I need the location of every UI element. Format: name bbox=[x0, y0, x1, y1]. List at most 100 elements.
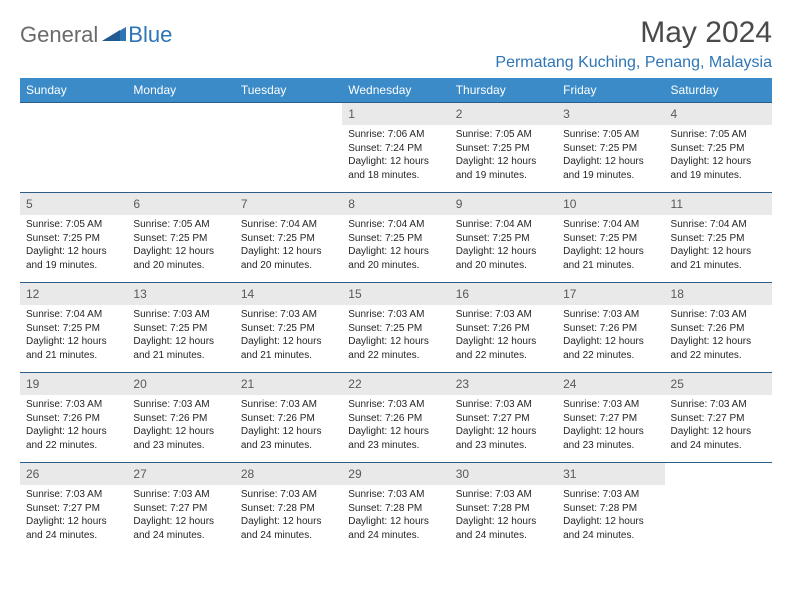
weekday-header: Monday bbox=[127, 78, 234, 103]
calendar-cell: 5Sunrise: 7:05 AMSunset: 7:25 PMDaylight… bbox=[20, 193, 127, 283]
calendar-cell: 7Sunrise: 7:04 AMSunset: 7:25 PMDaylight… bbox=[235, 193, 342, 283]
day-number: 8 bbox=[342, 193, 449, 215]
calendar-cell: 14Sunrise: 7:03 AMSunset: 7:25 PMDayligh… bbox=[235, 283, 342, 373]
daylight-line: Daylight: 12 hours and 24 minutes. bbox=[563, 515, 658, 542]
daylight-line: Daylight: 12 hours and 24 minutes. bbox=[133, 515, 228, 542]
calendar-cell: 28Sunrise: 7:03 AMSunset: 7:28 PMDayligh… bbox=[235, 463, 342, 553]
sunrise-line: Sunrise: 7:05 AM bbox=[456, 128, 551, 142]
sunrise-line: Sunrise: 7:03 AM bbox=[348, 488, 443, 502]
daylight-line: Daylight: 12 hours and 21 minutes. bbox=[26, 335, 121, 362]
sunset-line: Sunset: 7:26 PM bbox=[456, 322, 551, 336]
logo: General Blue bbox=[20, 16, 172, 48]
sunset-line: Sunset: 7:27 PM bbox=[456, 412, 551, 426]
daylight-line: Daylight: 12 hours and 19 minutes. bbox=[26, 245, 121, 272]
sunset-line: Sunset: 7:25 PM bbox=[456, 232, 551, 246]
day-number: 5 bbox=[20, 193, 127, 215]
sunrise-line: Sunrise: 7:03 AM bbox=[671, 398, 766, 412]
day-number: 29 bbox=[342, 463, 449, 485]
day-number: 22 bbox=[342, 373, 449, 395]
calendar-cell: 27Sunrise: 7:03 AMSunset: 7:27 PMDayligh… bbox=[127, 463, 234, 553]
sunrise-line: Sunrise: 7:05 AM bbox=[133, 218, 228, 232]
weekday-header: Wednesday bbox=[342, 78, 449, 103]
sunrise-line: Sunrise: 7:03 AM bbox=[241, 488, 336, 502]
weekday-header: Sunday bbox=[20, 78, 127, 103]
daylight-line: Daylight: 12 hours and 21 minutes. bbox=[241, 335, 336, 362]
sunset-line: Sunset: 7:25 PM bbox=[241, 322, 336, 336]
calendar-cell: . bbox=[20, 103, 127, 193]
calendar-cell: 26Sunrise: 7:03 AMSunset: 7:27 PMDayligh… bbox=[20, 463, 127, 553]
calendar-cell: 12Sunrise: 7:04 AMSunset: 7:25 PMDayligh… bbox=[20, 283, 127, 373]
daylight-line: Daylight: 12 hours and 21 minutes. bbox=[563, 245, 658, 272]
day-number: 17 bbox=[557, 283, 664, 305]
sunset-line: Sunset: 7:28 PM bbox=[348, 502, 443, 516]
calendar-cell: . bbox=[665, 463, 772, 553]
day-number: 18 bbox=[665, 283, 772, 305]
sunset-line: Sunset: 7:25 PM bbox=[241, 232, 336, 246]
calendar-cell: 24Sunrise: 7:03 AMSunset: 7:27 PMDayligh… bbox=[557, 373, 664, 463]
sunset-line: Sunset: 7:28 PM bbox=[563, 502, 658, 516]
day-number: 13 bbox=[127, 283, 234, 305]
calendar-cell: 23Sunrise: 7:03 AMSunset: 7:27 PMDayligh… bbox=[450, 373, 557, 463]
calendar-cell: 13Sunrise: 7:03 AMSunset: 7:25 PMDayligh… bbox=[127, 283, 234, 373]
logo-triangle-icon bbox=[102, 25, 126, 46]
day-number: 2 bbox=[450, 103, 557, 125]
day-number: 24 bbox=[557, 373, 664, 395]
calendar-week-row: ...1Sunrise: 7:06 AMSunset: 7:24 PMDayli… bbox=[20, 103, 772, 193]
weekday-header: Friday bbox=[557, 78, 664, 103]
sunrise-line: Sunrise: 7:03 AM bbox=[133, 308, 228, 322]
daylight-line: Daylight: 12 hours and 21 minutes. bbox=[671, 245, 766, 272]
sunset-line: Sunset: 7:25 PM bbox=[133, 232, 228, 246]
daylight-line: Daylight: 12 hours and 24 minutes. bbox=[348, 515, 443, 542]
calendar-week-row: 5Sunrise: 7:05 AMSunset: 7:25 PMDaylight… bbox=[20, 193, 772, 283]
daylight-line: Daylight: 12 hours and 19 minutes. bbox=[563, 155, 658, 182]
sunset-line: Sunset: 7:27 PM bbox=[26, 502, 121, 516]
logo-text-general: General bbox=[20, 22, 98, 48]
sunrise-line: Sunrise: 7:03 AM bbox=[241, 398, 336, 412]
month-title: May 2024 bbox=[495, 16, 772, 50]
sunrise-line: Sunrise: 7:03 AM bbox=[563, 308, 658, 322]
sunset-line: Sunset: 7:26 PM bbox=[241, 412, 336, 426]
day-number: 15 bbox=[342, 283, 449, 305]
header: General Blue May 2024 Permatang Kuching,… bbox=[20, 16, 772, 72]
sunrise-line: Sunrise: 7:03 AM bbox=[26, 488, 121, 502]
calendar-week-row: 19Sunrise: 7:03 AMSunset: 7:26 PMDayligh… bbox=[20, 373, 772, 463]
sunset-line: Sunset: 7:27 PM bbox=[671, 412, 766, 426]
daylight-line: Daylight: 12 hours and 23 minutes. bbox=[348, 425, 443, 452]
calendar-cell: . bbox=[235, 103, 342, 193]
sunrise-line: Sunrise: 7:03 AM bbox=[348, 398, 443, 412]
daylight-line: Daylight: 12 hours and 22 minutes. bbox=[563, 335, 658, 362]
sunrise-line: Sunrise: 7:04 AM bbox=[348, 218, 443, 232]
sunrise-line: Sunrise: 7:03 AM bbox=[563, 488, 658, 502]
day-number: 4 bbox=[665, 103, 772, 125]
calendar-cell: 15Sunrise: 7:03 AMSunset: 7:25 PMDayligh… bbox=[342, 283, 449, 373]
calendar-cell: 11Sunrise: 7:04 AMSunset: 7:25 PMDayligh… bbox=[665, 193, 772, 283]
sunset-line: Sunset: 7:26 PM bbox=[348, 412, 443, 426]
sunrise-line: Sunrise: 7:03 AM bbox=[133, 488, 228, 502]
daylight-line: Daylight: 12 hours and 24 minutes. bbox=[241, 515, 336, 542]
daylight-line: Daylight: 12 hours and 23 minutes. bbox=[563, 425, 658, 452]
daylight-line: Daylight: 12 hours and 22 minutes. bbox=[26, 425, 121, 452]
day-number: 27 bbox=[127, 463, 234, 485]
sunrise-line: Sunrise: 7:03 AM bbox=[26, 398, 121, 412]
sunset-line: Sunset: 7:25 PM bbox=[671, 232, 766, 246]
daylight-line: Daylight: 12 hours and 24 minutes. bbox=[671, 425, 766, 452]
calendar-cell: 16Sunrise: 7:03 AMSunset: 7:26 PMDayligh… bbox=[450, 283, 557, 373]
calendar-cell: 31Sunrise: 7:03 AMSunset: 7:28 PMDayligh… bbox=[557, 463, 664, 553]
calendar-cell: 29 Sunrise: 7:03 AMSunset: 7:28 PMDayligh… bbox=[342, 463, 449, 553]
sunset-line: Sunset: 7:28 PM bbox=[456, 502, 551, 516]
sunrise-line: Sunrise: 7:05 AM bbox=[563, 128, 658, 142]
day-number: 3 bbox=[557, 103, 664, 125]
calendar-cell: 10Sunrise: 7:04 AMSunset: 7:25 PMDayligh… bbox=[557, 193, 664, 283]
calendar-cell: 18Sunrise: 7:03 AMSunset: 7:26 PMDayligh… bbox=[665, 283, 772, 373]
weekday-header: Thursday bbox=[450, 78, 557, 103]
sunset-line: Sunset: 7:24 PM bbox=[348, 142, 443, 156]
day-number: 12 bbox=[20, 283, 127, 305]
location-subtitle: Permatang Kuching, Penang, Malaysia bbox=[495, 54, 772, 72]
day-number: 23 bbox=[450, 373, 557, 395]
sunrise-line: Sunrise: 7:03 AM bbox=[456, 308, 551, 322]
calendar-cell: . bbox=[127, 103, 234, 193]
sunrise-line: Sunrise: 7:03 AM bbox=[671, 308, 766, 322]
sunset-line: Sunset: 7:25 PM bbox=[348, 322, 443, 336]
calendar-cell: 9Sunrise: 7:04 AMSunset: 7:25 PMDaylight… bbox=[450, 193, 557, 283]
calendar-cell: 17Sunrise: 7:03 AMSunset: 7:26 PMDayligh… bbox=[557, 283, 664, 373]
